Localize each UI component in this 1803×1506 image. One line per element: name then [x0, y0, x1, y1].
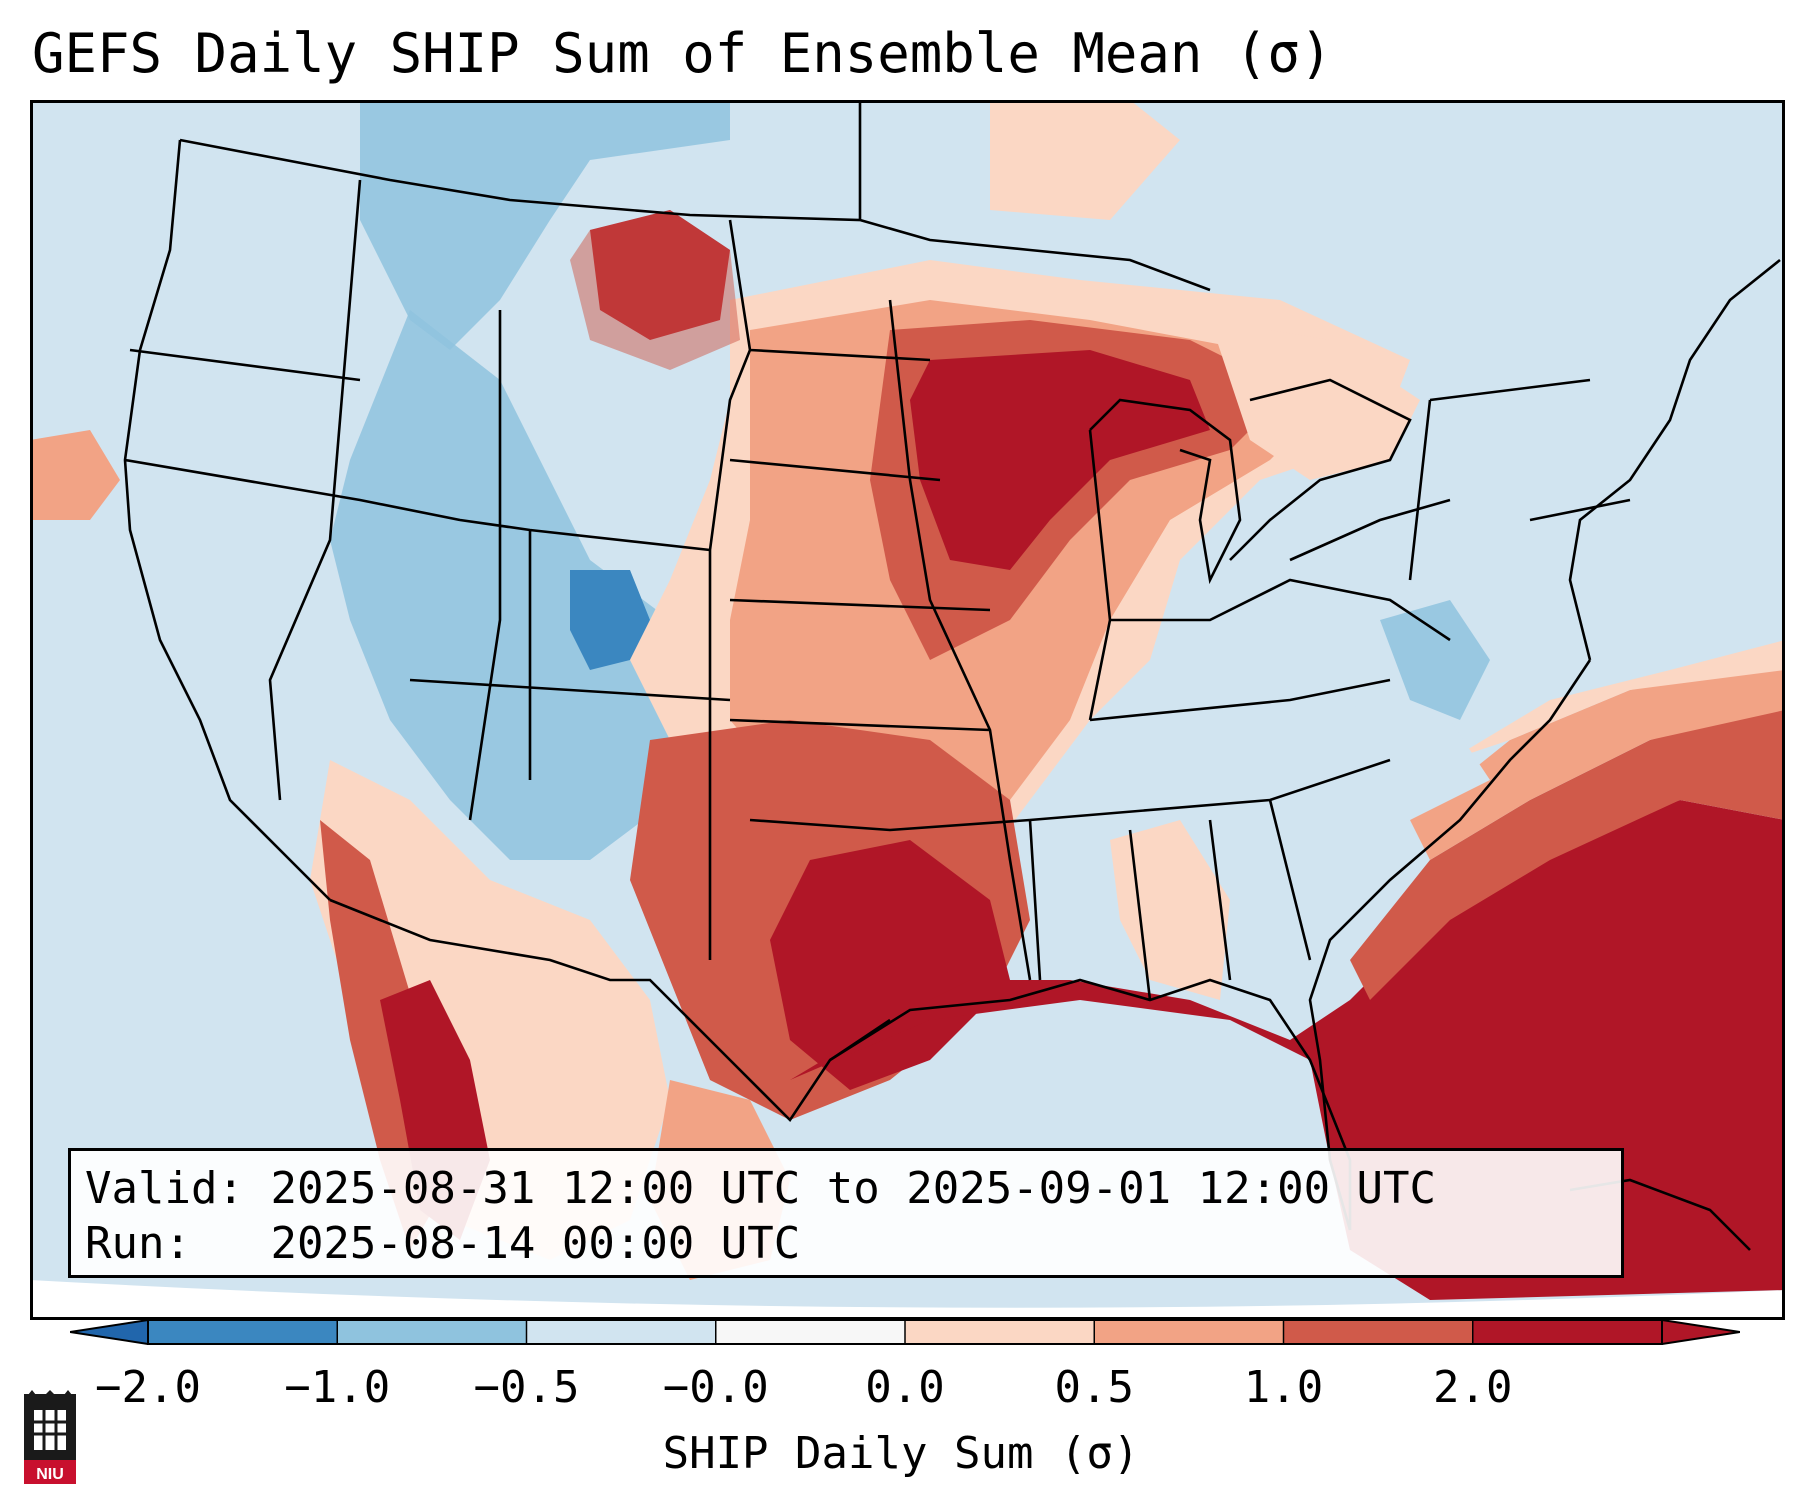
field-medblue-southeast: [1380, 600, 1490, 720]
borders-layer: [123, 100, 1781, 1251]
colorbar-extend-high: [1662, 1320, 1740, 1344]
colorbar-tick-label: 0.0: [865, 1362, 945, 1413]
field-salmon-atlantic: [1410, 660, 1785, 860]
field-peach-northeast: [1210, 320, 1420, 480]
colorbar-segment: [526, 1320, 717, 1344]
florida-atlantic-coast: [1308, 659, 1592, 1231]
field-darkred-texas: [770, 840, 1010, 1090]
colorbar-segment: [337, 1320, 527, 1344]
projection-edge: [30, 1280, 1785, 1320]
colorbar-tick-label: −2.0: [95, 1362, 201, 1413]
run-label: Run:: [85, 1218, 191, 1269]
map-frame: [30, 100, 1785, 1320]
colorbar-label: SHIP Daily Sum (σ): [662, 1428, 1140, 1479]
us-canada-border: [179, 100, 1211, 292]
colorbar-segment: [148, 1320, 338, 1344]
great-lakes-outline: [1089, 378, 1451, 585]
state-lines-east: [1029, 378, 1631, 1001]
field-layer: [30, 100, 1785, 1320]
colorbar-segment: [715, 1320, 906, 1344]
field-medblue-northwest: [360, 100, 730, 350]
map-panel: [30, 100, 1785, 1320]
colorbar-tick-label: 2.0: [1433, 1362, 1513, 1413]
valid-run-info-box: Valid: 2025-08-31 12:00 UTC to 2025-09-0…: [68, 1148, 1624, 1278]
field-peach-southeast: [1110, 820, 1230, 1000]
colorbar-segment: [1283, 1320, 1474, 1344]
colorbar-tick-label: −1.0: [284, 1362, 391, 1413]
state-lines-central: [708, 219, 1042, 981]
field-peach-canada: [990, 100, 1180, 220]
field-peach-atlantic: [1450, 640, 1785, 760]
colorbar-segment: [905, 1320, 1095, 1344]
field-medblue-rockies: [330, 310, 690, 860]
field-peach-pacific: [30, 430, 120, 520]
west-coast-outline: [123, 139, 331, 901]
valid-label: Valid:: [85, 1163, 244, 1214]
colorbar-tick-label: −0.5: [473, 1362, 580, 1413]
colorbar: [70, 1319, 1740, 1345]
colorbar-tick-label: 1.0: [1243, 1362, 1324, 1413]
niu-logo: NIU: [24, 1390, 76, 1484]
colorbar-tick-label: 0.5: [1054, 1362, 1134, 1413]
field-darkblue-colorado: [570, 570, 650, 670]
atlantic-coast-north: [1568, 258, 1781, 661]
field-darkred-upper-midwest: [910, 350, 1210, 570]
colorbar-extend-outline: [70, 1319, 1740, 1345]
colorbar-extend-low: [70, 1320, 148, 1344]
colorbar-segment: [1094, 1320, 1284, 1344]
valid-value: 2025-08-31 12:00 UTC to 2025-09-01 12:00…: [270, 1163, 1437, 1214]
field-red-atlantic: [1350, 700, 1785, 1000]
chart-title: GEFS Daily SHIP Sum of Ensemble Mean (σ): [32, 22, 1333, 85]
svg-text:NIU: NIU: [36, 1466, 64, 1483]
mexico-border: [329, 898, 891, 1123]
state-lines-west: [124, 179, 731, 960]
field-red-montana-ring: [570, 210, 740, 370]
colorbar-tick-label: −0.0: [662, 1362, 769, 1413]
gulf-coast: [829, 978, 1352, 1230]
colorbar-segment: [1472, 1320, 1663, 1344]
run-value: 2025-08-14 00:00 UTC: [270, 1218, 801, 1269]
